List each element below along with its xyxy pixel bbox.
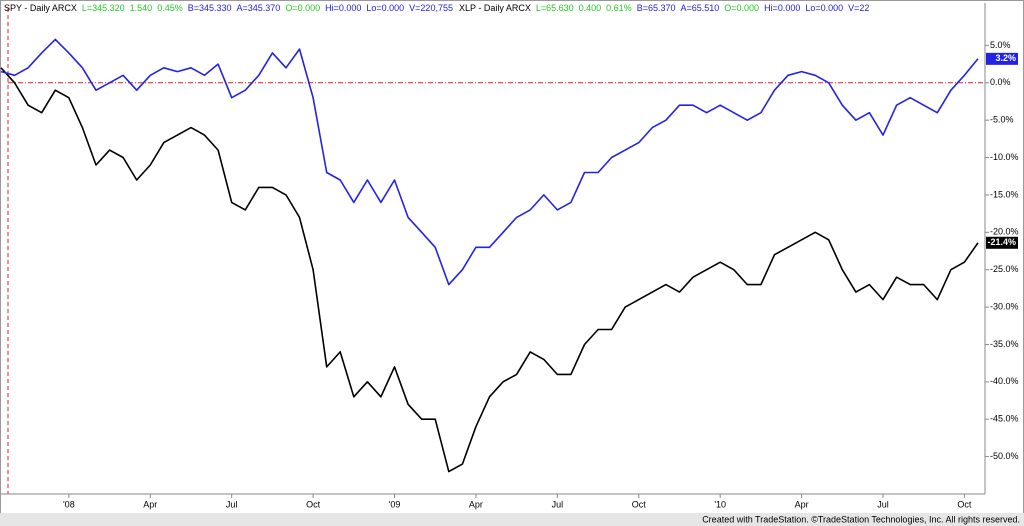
x-tick-label: '08 xyxy=(63,499,75,509)
y-tick-label: -35.0% xyxy=(990,339,1019,349)
footer-bar xyxy=(0,513,1024,526)
quote-field: B=345.330 xyxy=(188,3,232,13)
header: SPY - Daily ARCX L=345.320 1.540 0.45% B=345… xyxy=(4,3,869,13)
last-value-label: 3.2% xyxy=(995,53,1016,63)
quote-field: B=65.370 xyxy=(637,3,676,13)
x-tick-label: Oct xyxy=(306,499,321,509)
quote-field: L=345.320 xyxy=(82,3,125,13)
quote-field: Lo=0.000 xyxy=(805,3,843,13)
x-tick-label: Jul xyxy=(877,499,889,509)
y-tick-label: -45.0% xyxy=(990,414,1019,424)
x-tick-label: Oct xyxy=(632,499,647,509)
y-tick-label: -40.0% xyxy=(990,376,1019,386)
y-tick-label: 5.0% xyxy=(990,40,1011,50)
x-tick-label: Oct xyxy=(957,499,972,509)
x-tick-label: Jul xyxy=(552,499,564,509)
quote-field: O=0.000 xyxy=(285,3,320,13)
series-line xyxy=(0,38,979,286)
y-tick-label: -20.0% xyxy=(990,227,1019,237)
last-value-box xyxy=(986,52,1018,65)
x-tick-label: '09 xyxy=(389,499,401,509)
last-value-label: -21.4% xyxy=(987,237,1016,247)
quote-field: 0.61% xyxy=(606,3,632,13)
x-tick-label: Apr xyxy=(143,499,157,509)
y-tick-label: -30.0% xyxy=(990,301,1019,311)
quote-field: A=345.370 xyxy=(237,3,281,13)
y-tick-label: -15.0% xyxy=(990,189,1019,199)
legend-name: XLP - Daily ARCX xyxy=(459,3,531,13)
x-tick-label: Jul xyxy=(226,499,238,509)
quote-field: Hi=0.000 xyxy=(764,3,800,13)
legend: SPY - Daily ARCX L=345.320 1.540 0.45% B=345… xyxy=(4,3,869,13)
y-tick-label: -25.0% xyxy=(990,264,1019,274)
x-tick-label: Apr xyxy=(469,499,483,509)
x-tick-label: Apr xyxy=(795,499,809,509)
last-value-box xyxy=(986,236,1018,249)
quote-field: O=0.000 xyxy=(724,3,759,13)
quote-field: Lo=0.000 xyxy=(366,3,404,13)
y-tick-label: 0.0% xyxy=(990,77,1011,87)
quote-field: V=22 xyxy=(848,3,869,13)
quote-field: 1.540 xyxy=(130,3,153,13)
quote-field: 0.400 xyxy=(579,3,602,13)
legend-name: SPY - Daily ARCX xyxy=(4,3,77,13)
x-tick-label: '10 xyxy=(714,499,726,509)
series-line xyxy=(0,67,979,473)
y-tick-label: -50.0% xyxy=(990,451,1019,461)
quote-field: Hi=0.000 xyxy=(325,3,361,13)
quote-field: 0.45% xyxy=(157,3,183,13)
y-tick-label: -5.0% xyxy=(990,115,1014,125)
quote-field: V=220,755 xyxy=(409,3,453,13)
quote-field: L=65.630 xyxy=(536,3,574,13)
y-tick-label: -10.0% xyxy=(990,152,1019,162)
footer: Created with TradeStation. ©TradeStation… xyxy=(702,514,1020,524)
quote-field: A=65.510 xyxy=(680,3,719,13)
